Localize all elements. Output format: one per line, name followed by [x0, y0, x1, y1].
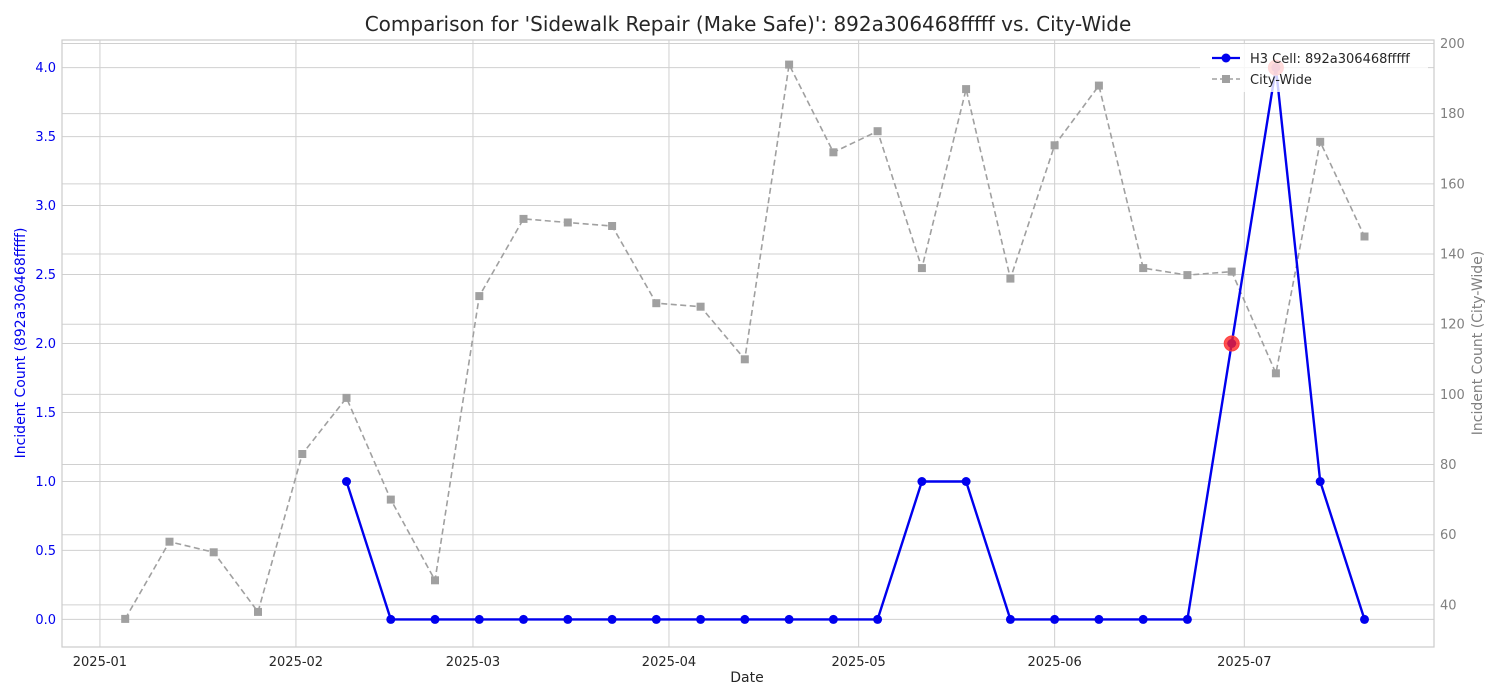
city-wide-point	[121, 614, 130, 623]
city-wide-point	[917, 264, 926, 273]
x-tick-label: 2025-04	[642, 655, 696, 670]
y-left-tick-label: 3.0	[35, 199, 56, 214]
h3-cell-point	[474, 614, 484, 624]
x-tick-label: 2025-02	[269, 655, 323, 670]
city-wide-point	[254, 607, 262, 616]
x-tick-label: 2025-06	[1027, 655, 1081, 670]
y-left-tick-label: 3.5	[35, 130, 56, 145]
y-left-tick-label: 0.5	[35, 544, 56, 559]
city-wide-point	[696, 302, 705, 311]
city-wide-point	[519, 214, 528, 223]
h3-cell-point	[917, 477, 927, 486]
city-wide-point	[431, 576, 439, 585]
city-wide-point	[386, 495, 395, 504]
y-left-tick-label: 2.0	[35, 337, 56, 352]
h3-cell-point	[607, 614, 617, 624]
h3-cell-point	[1315, 477, 1325, 486]
city-wide-point	[1006, 274, 1015, 283]
city-wide-point	[342, 393, 351, 402]
h3-cell-point	[563, 614, 573, 624]
legend-box	[1200, 44, 1428, 92]
y-right-tick-label: 180	[1440, 107, 1465, 122]
city-wide-point	[1271, 369, 1280, 378]
h3-cell-point	[961, 477, 971, 486]
legend-marker-cell	[1221, 53, 1231, 63]
tick-labels: 2025-01 2025-02 2025-03 2025-04 2025-05 2025-…	[35, 37, 1465, 670]
y-left-tick-label: 2.5	[35, 268, 56, 283]
y-axis-left-label: Incident Count (892a306468fffff)	[13, 228, 29, 459]
plot-frame	[61, 39, 1435, 648]
city-wide-point	[785, 60, 794, 69]
h3-cell-point	[430, 614, 440, 624]
city-wide-point	[873, 127, 882, 136]
city-wide-point	[829, 148, 838, 157]
legend-label-city: City-Wide	[1250, 73, 1312, 88]
y-right-tick-label: 140	[1440, 248, 1465, 263]
city-wide-point	[1094, 81, 1103, 90]
legend: H3 Cell: 892a306468fffff City-Wide	[1200, 44, 1428, 92]
h3-cell-point	[696, 614, 706, 624]
grid	[62, 40, 1434, 647]
y-left-tick-label: 1.0	[35, 475, 56, 490]
h3-cell-point	[519, 614, 528, 624]
y-left-tick-label: 0.0	[35, 613, 56, 628]
city-wide-point	[652, 299, 661, 308]
city-wide-point	[563, 218, 572, 227]
y-right-tick-label: 60	[1440, 528, 1457, 543]
h3-cell-point	[1138, 614, 1148, 624]
x-tick-label: 2025-05	[831, 655, 885, 670]
x-tick-label: 2025-07	[1217, 655, 1271, 670]
x-tick-label: 2025-01	[73, 655, 127, 670]
x-axis-label: Date	[730, 670, 763, 686]
legend-label-cell: H3 Cell: 892a306468fffff	[1250, 52, 1410, 67]
y-right-tick-label: 100	[1440, 388, 1465, 403]
y-axis-right-label: Incident Count (City-Wide)	[1470, 251, 1486, 435]
h3-cell-point	[1360, 614, 1369, 624]
x-tick-label: 2025-03	[446, 655, 500, 670]
h3-cell-line	[345, 67, 1366, 621]
y-right-tick-label: 120	[1440, 318, 1465, 333]
city-wide-point	[1139, 264, 1148, 273]
h3-cell-point	[651, 614, 661, 624]
y-right-tick-label: 200	[1440, 37, 1465, 52]
city-wide-point	[1316, 137, 1325, 146]
h3-cell-point	[828, 614, 838, 624]
h3-cell-point	[1094, 614, 1104, 624]
chart-title: Comparison for 'Sidewalk Repair (Make Sa…	[365, 12, 1132, 36]
y-right-tick-label: 40	[1440, 598, 1457, 613]
h3-cell-point	[1182, 614, 1192, 624]
city-wide-point	[298, 450, 307, 458]
h3-cell-point	[1005, 614, 1015, 624]
h3-cell-point	[386, 614, 396, 624]
y-right-tick-label: 80	[1440, 458, 1457, 473]
h3-cell-point	[784, 614, 794, 624]
h3-cell-point	[740, 614, 750, 624]
highlight-point	[1223, 335, 1240, 352]
y-left-tick-label: 4.0	[35, 61, 56, 76]
h3-cell-point	[873, 614, 883, 624]
y-left-tick-label: 1.5	[35, 406, 56, 421]
city-wide-point	[1360, 232, 1369, 241]
city-wide-point	[740, 355, 749, 364]
h3-cell-point	[1050, 614, 1060, 624]
legend-marker-city	[1222, 75, 1230, 83]
city-wide-point	[475, 292, 484, 301]
city-wide-point	[165, 537, 174, 546]
city-wide-point	[209, 548, 218, 557]
h3-cell-point	[342, 477, 351, 486]
city-wide-point	[1050, 141, 1059, 150]
city-wide-point	[608, 222, 617, 230]
city-wide-point	[962, 85, 971, 94]
city-wide-point	[1183, 271, 1192, 280]
city-wide-point	[1227, 267, 1236, 276]
y-right-tick-label: 160	[1440, 177, 1465, 192]
